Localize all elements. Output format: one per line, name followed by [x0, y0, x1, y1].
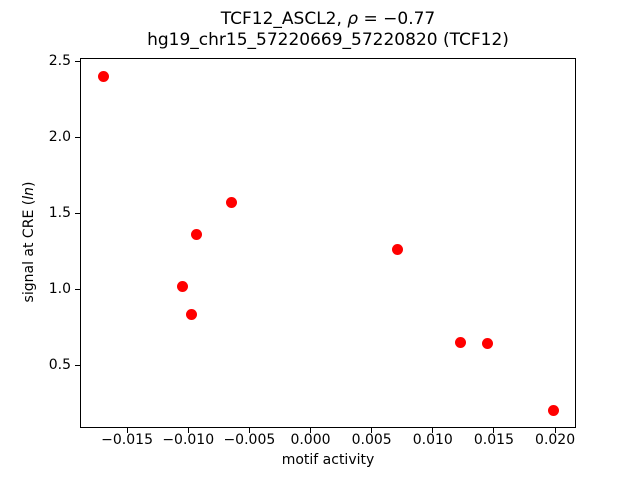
data-point — [225, 196, 237, 208]
y-tick-mark — [75, 364, 80, 366]
y-tick-mark — [75, 212, 80, 214]
x-tick-label: 0.015 — [473, 432, 514, 448]
chart-title-line1: TCF12_ASCL2, ρ = −0.77 — [80, 9, 576, 30]
x-tick-label: 0.005 — [351, 432, 392, 448]
x-tick-label: −0.005 — [223, 432, 276, 448]
chart-title: TCF12_ASCL2, ρ = −0.77 hg19_chr15_572206… — [80, 9, 576, 51]
x-tick-label: −0.010 — [162, 432, 215, 448]
y-tick-mark — [75, 136, 80, 138]
y-axis-label-close-paren: ) — [21, 181, 37, 188]
plot-area — [80, 58, 576, 428]
x-tick-label: 0.010 — [412, 432, 453, 448]
x-tick-mark — [371, 428, 373, 433]
y-tick-mark — [75, 288, 80, 290]
x-tick-mark — [187, 428, 189, 433]
data-point — [455, 336, 467, 348]
data-point — [186, 309, 198, 321]
title-gene-pair: TCF12_ASCL2, — [220, 9, 348, 29]
title-rho-value: = −0.77 — [358, 9, 436, 29]
y-tick-label: 1.5 — [48, 204, 71, 221]
data-point — [548, 405, 560, 417]
x-tick-mark — [248, 428, 250, 433]
x-tick-mark — [432, 428, 434, 433]
chart-title-line2: hg19_chr15_57220669_57220820 (TCF12) — [147, 30, 509, 50]
x-axis-label: motif activity — [281, 452, 375, 468]
data-point — [482, 338, 494, 350]
data-point — [391, 244, 403, 256]
x-tick-mark — [310, 428, 311, 433]
data-point — [191, 228, 203, 240]
y-tick-label: 2.0 — [48, 128, 71, 145]
y-axis-label-ln: ln — [21, 187, 37, 200]
data-point — [98, 70, 110, 82]
x-tick-mark — [554, 428, 556, 433]
x-tick-mark — [493, 428, 495, 433]
y-tick-label: 0.5 — [48, 356, 71, 373]
y-tick-label: 1.0 — [48, 280, 71, 297]
x-tick-mark — [126, 428, 128, 433]
x-tick-label: 0.000 — [290, 432, 331, 448]
data-point — [176, 280, 188, 292]
y-tick-label: 2.5 — [48, 52, 71, 69]
x-tick-label: 0.020 — [535, 432, 576, 448]
y-tick-mark — [75, 60, 80, 62]
title-rho-symbol: ρ — [347, 9, 359, 29]
x-tick-label: −0.015 — [101, 432, 153, 448]
